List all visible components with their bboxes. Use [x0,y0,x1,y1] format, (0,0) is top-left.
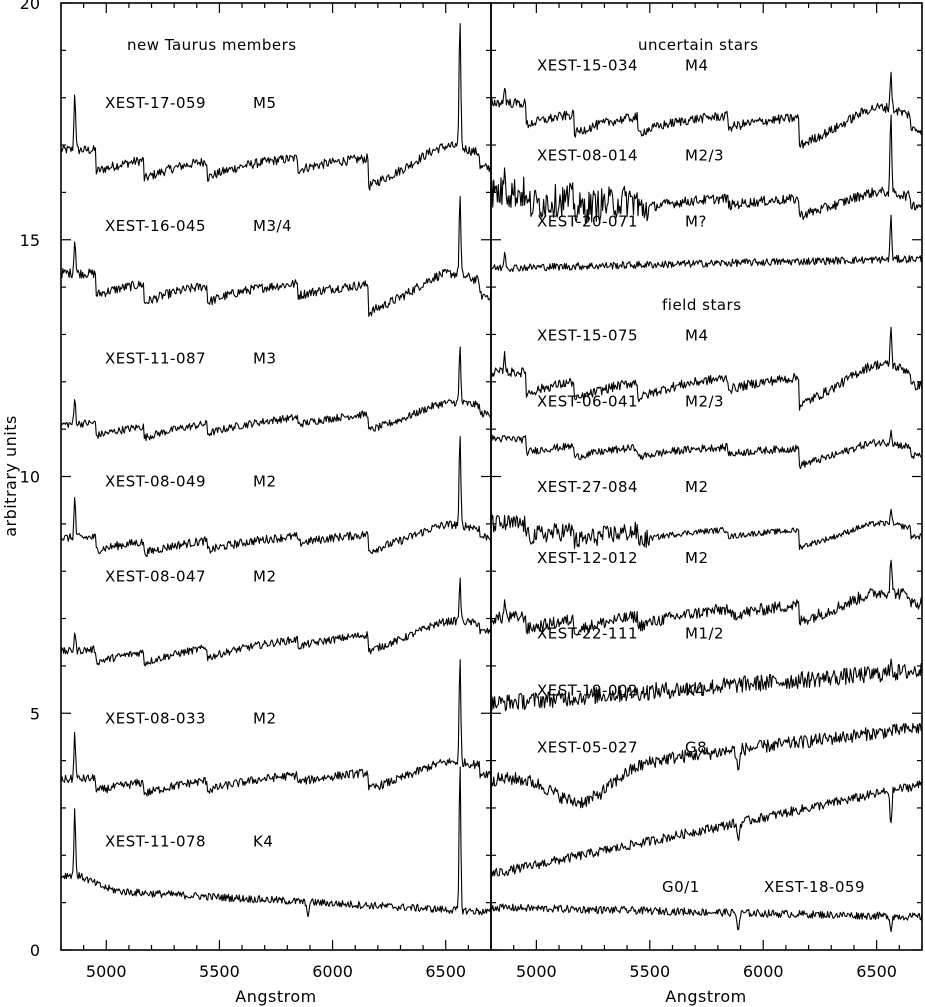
spectrum-line [60,23,492,191]
spectral-type-label: M2 [253,473,277,491]
star-name-label: XEST-11-078 [105,832,206,850]
spectral-type-label: M3/4 [253,217,292,235]
star-name-label: XEST-27-084 [537,478,638,496]
spectral-type-label: M5 [253,94,277,112]
y-tick-label: 5 [30,704,40,723]
y-tick-label: 0 [30,941,40,960]
star-name-label: XEST-19-002 [537,681,638,699]
star-name-label: XEST-08-014 [537,146,638,164]
star-name-label: XEST-17-059 [105,94,206,112]
star-name-label: XEST-12-012 [537,549,638,567]
x-tick-label: 6000 [743,962,784,981]
x-tick-label: 5000 [516,962,557,981]
x-tick-label: 5500 [199,962,240,981]
spectrum-line [490,429,923,470]
star-name-label: XEST-08-047 [105,567,206,585]
x-tick-label: 5500 [629,962,670,981]
spectral-type-label: M2 [685,478,709,496]
spectrum-line [490,114,923,224]
spectrum-line [490,71,923,149]
spectral-type-label: M4 [685,56,709,74]
x-tick-label: 5000 [86,962,127,981]
spectrum-line [490,326,923,411]
spectral-type-label: K4 [253,832,273,850]
spectral-type-label: M? [685,213,707,231]
x-tick-label: 6000 [312,962,353,981]
star-name-label: XEST-22-111 [537,625,638,643]
right-panel-subheader: field stars [662,296,742,314]
spectral-type-label: M2/3 [685,146,724,164]
star-name-label: XEST-20-071 [537,213,638,231]
right-panel-header: uncertain stars [638,36,759,54]
spectrum-line [490,559,923,636]
right-panel-frame [490,2,923,951]
spectral-type-label: M2 [685,549,709,567]
spectrum-line [490,723,923,809]
x-tick-label: 6500 [856,962,897,981]
star-name-label: XEST-15-034 [537,56,638,74]
spectrum-line [60,346,492,442]
left-panel-header: new Taurus members [127,36,297,54]
star-name-label: XEST-15-075 [537,326,638,344]
spectrum-line [490,214,923,273]
star-name-label: XEST-11-087 [105,349,206,367]
spectrum-line [60,577,492,667]
spectrum-line [490,508,923,551]
star-name-label: XEST-08-049 [105,473,206,491]
spectral-type-label: M2 [253,709,277,727]
y-axis-label: arbitrary units [1,415,20,537]
spectrum-line [60,195,492,317]
spectral-type-label: G8 [685,738,707,756]
spectral-type-label: G0/1 [662,878,700,896]
star-name-label: XEST-18-059 [764,878,865,896]
y-tick-label: 15 [20,231,40,250]
spectral-type-label: M1/2 [685,625,724,643]
spectral-type-label: K4 [685,681,705,699]
spectrum-line [60,436,492,558]
star-name-label: XEST-08-033 [105,709,206,727]
left-x-axis-label: Angstrom [235,987,316,1006]
spectrum-line [490,658,923,712]
spectral-type-label: M3 [253,349,277,367]
spectrum-line [490,903,923,933]
spectrum-line [60,659,492,797]
star-name-label: XEST-16-045 [105,217,206,235]
spectral-type-label: M4 [685,326,709,344]
right-x-axis-label: Angstrom [665,987,746,1006]
spectral-type-label: M2 [253,567,277,585]
x-tick-label: 6500 [425,962,466,981]
star-name-label: XEST-06-041 [537,393,638,411]
spectral-type-label: M2/3 [685,393,724,411]
y-tick-label: 10 [20,468,40,487]
spectrum-line [490,780,923,877]
star-name-label: XEST-05-027 [537,738,638,756]
spectrum-line [60,766,492,918]
y-tick-label: 20 [20,0,40,13]
